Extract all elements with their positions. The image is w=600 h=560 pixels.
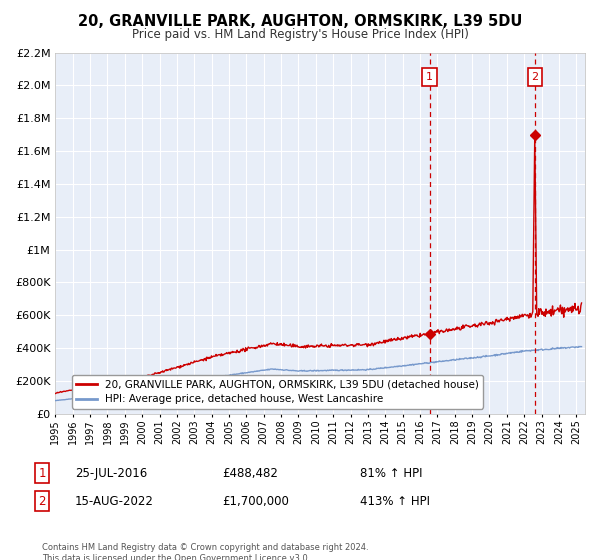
Text: 413% ↑ HPI: 413% ↑ HPI [360, 494, 430, 508]
Text: 20, GRANVILLE PARK, AUGHTON, ORMSKIRK, L39 5DU: 20, GRANVILLE PARK, AUGHTON, ORMSKIRK, L… [78, 14, 522, 29]
Text: 15-AUG-2022: 15-AUG-2022 [75, 494, 154, 508]
Text: 25-JUL-2016: 25-JUL-2016 [75, 466, 147, 480]
Text: 1: 1 [38, 466, 46, 480]
Legend: 20, GRANVILLE PARK, AUGHTON, ORMSKIRK, L39 5DU (detached house), HPI: Average pr: 20, GRANVILLE PARK, AUGHTON, ORMSKIRK, L… [72, 375, 484, 409]
Text: 2: 2 [532, 72, 539, 82]
Text: 1: 1 [426, 72, 433, 82]
Text: 81% ↑ HPI: 81% ↑ HPI [360, 466, 422, 480]
Text: Price paid vs. HM Land Registry's House Price Index (HPI): Price paid vs. HM Land Registry's House … [131, 28, 469, 41]
Text: £1,700,000: £1,700,000 [222, 494, 289, 508]
Text: Contains HM Land Registry data © Crown copyright and database right 2024.
This d: Contains HM Land Registry data © Crown c… [42, 543, 368, 560]
Text: £488,482: £488,482 [222, 466, 278, 480]
Text: 2: 2 [38, 494, 46, 508]
